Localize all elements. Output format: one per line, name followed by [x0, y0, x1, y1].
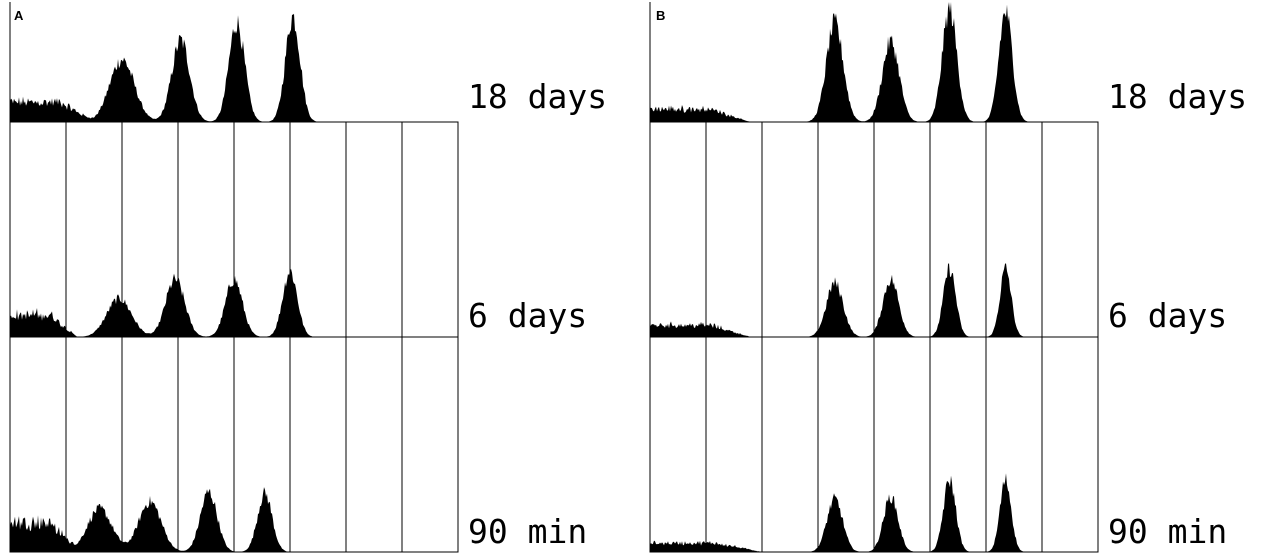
- panel-b-histogram-18-days: [650, 2, 1098, 122]
- panel-a-row-label-6-days: 6 days: [468, 296, 587, 335]
- panel-a-histogram-90-min: [10, 487, 458, 552]
- panel-b-row-label-18-days: 18 days: [1108, 77, 1247, 116]
- panel-label-b: B: [656, 8, 665, 23]
- panel-a-histogram-18-days: [10, 13, 458, 122]
- panel-label-a: A: [14, 8, 24, 23]
- panel-b-histogram-6-days: [650, 263, 1098, 337]
- panel-b-row-label-90-min: 90 min: [1108, 512, 1227, 551]
- panel-a-histogram-6-days: [10, 268, 458, 337]
- panel-b: B: [649, 2, 1099, 553]
- panel-a: A: [9, 2, 459, 553]
- panel-b-row-label-6-days: 6 days: [1108, 296, 1227, 335]
- panel-a-row-label-90-min: 90 min: [468, 512, 587, 551]
- panel-a-row-label-18-days: 18 days: [468, 77, 607, 116]
- panel-b-histogram-90-min: [650, 473, 1098, 552]
